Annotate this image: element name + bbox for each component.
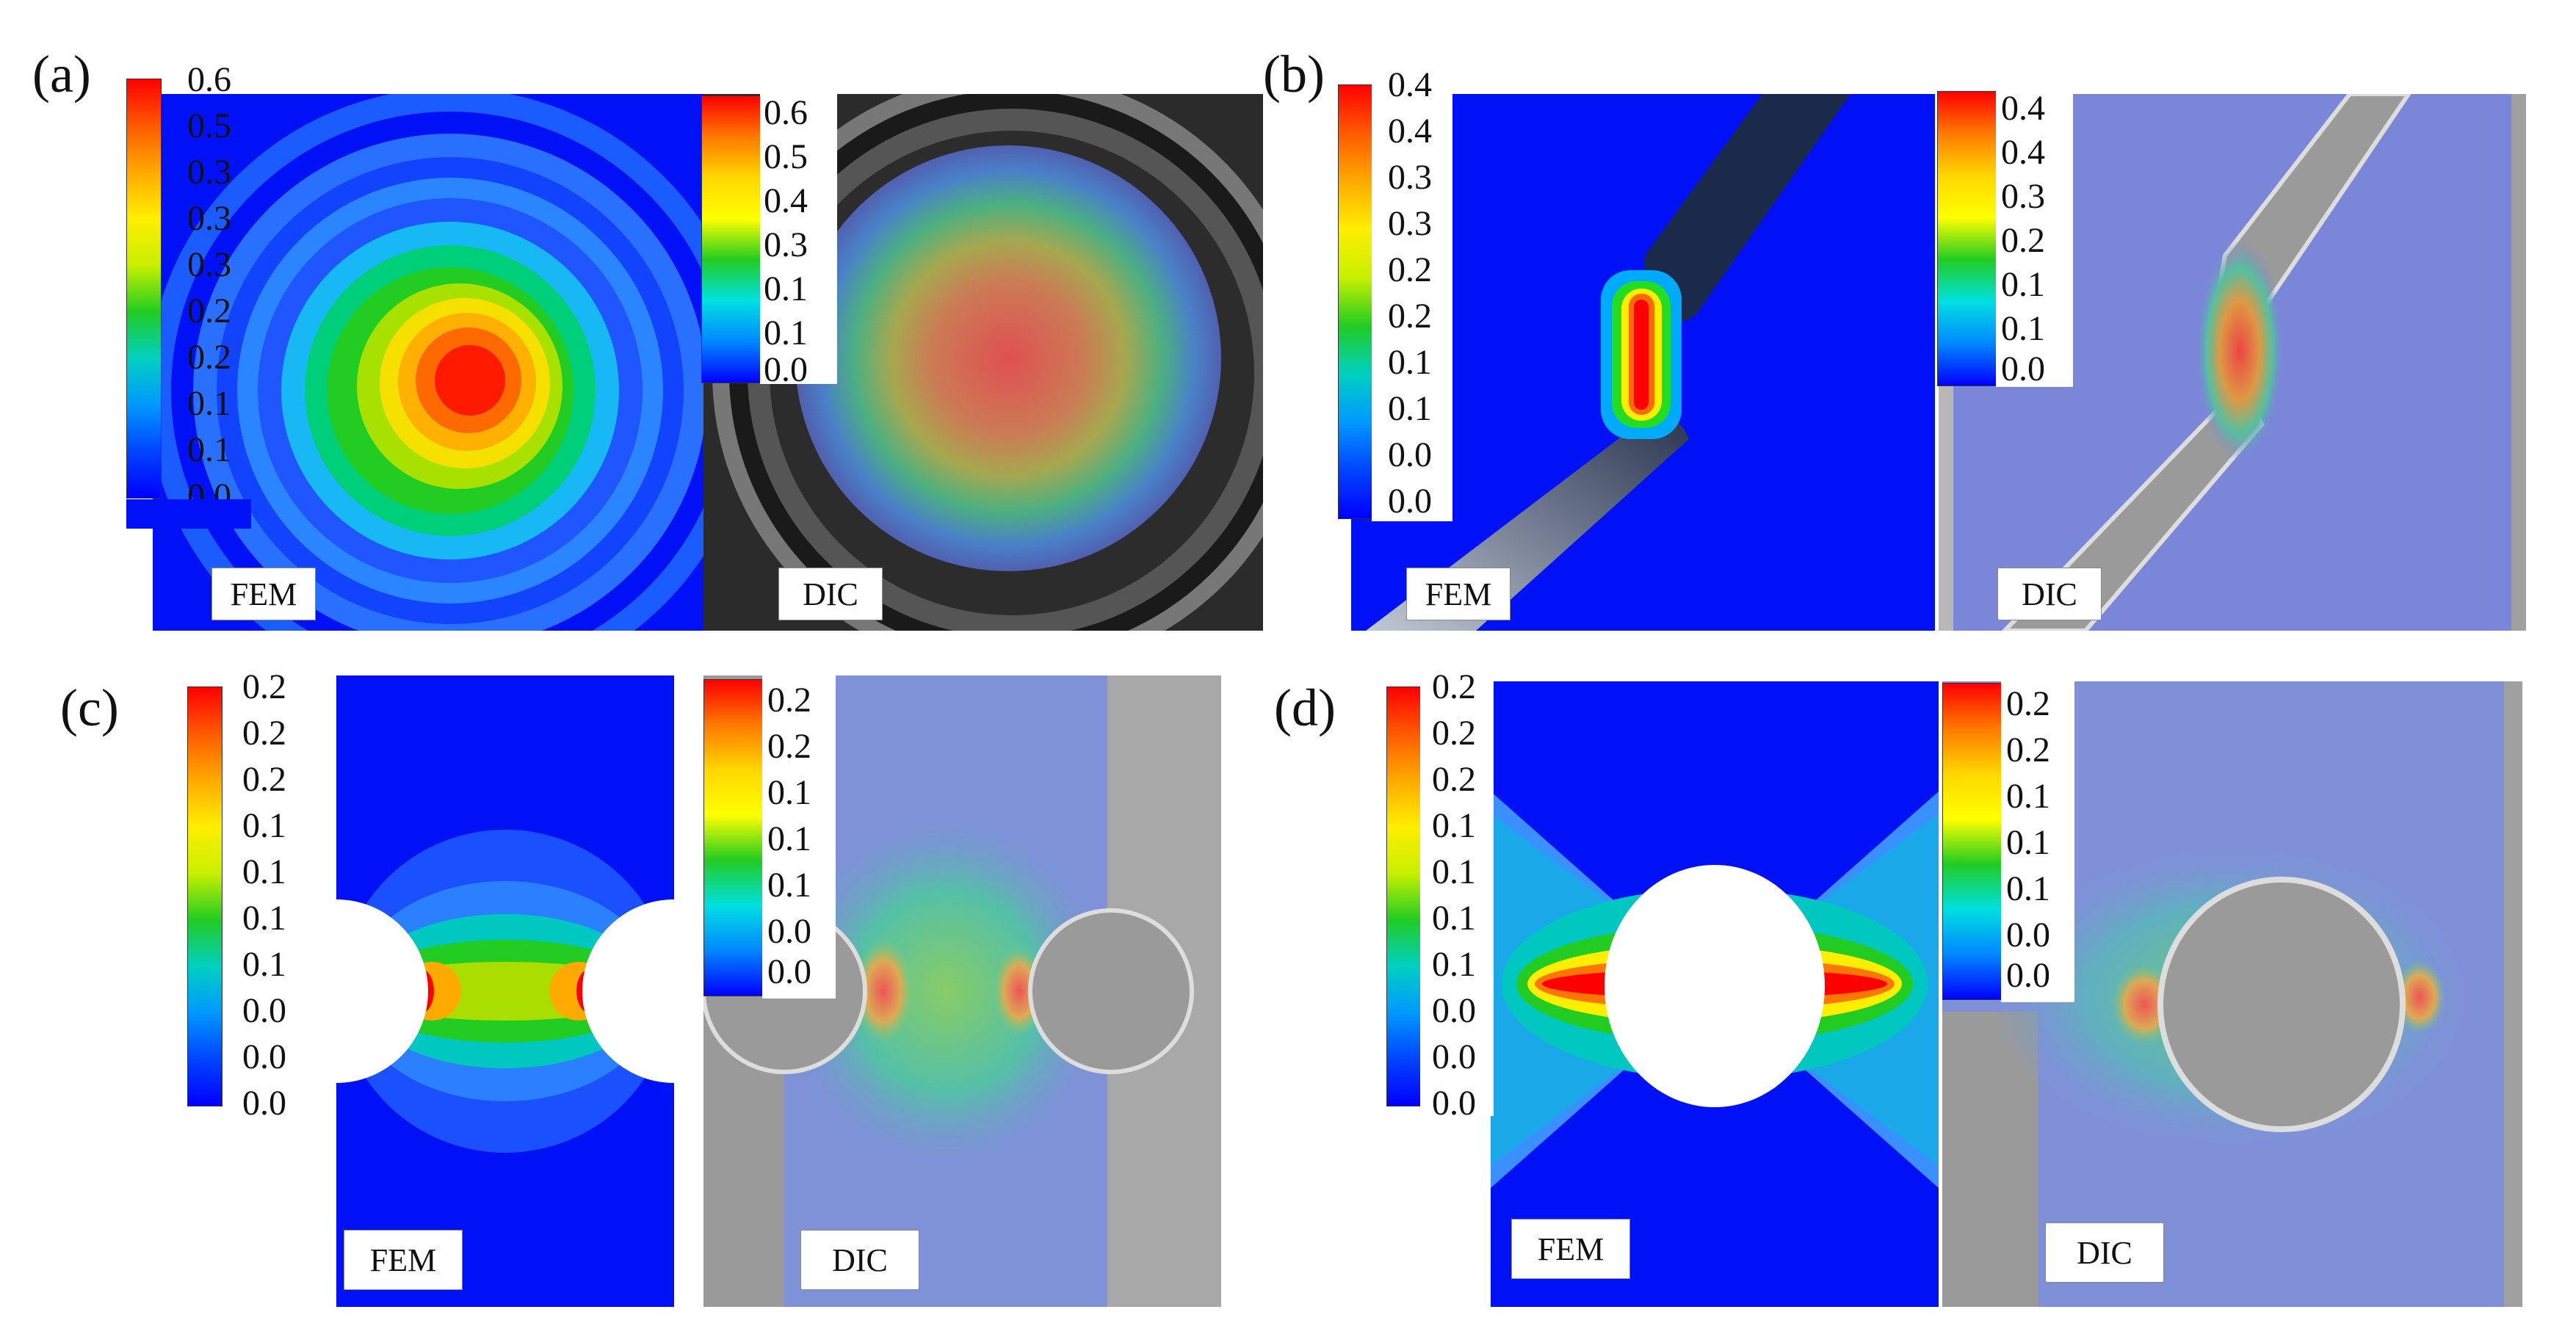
colorbar-dic-c (703, 679, 764, 996)
fem-tag-a: FEM (211, 568, 316, 620)
tick-label: 0.2 (767, 727, 811, 766)
colorbar-ticks-dic-d: 0.2 0.2 0.1 0.1 0.1 0.0 0.0 (2006, 686, 2076, 995)
tick-label: 0.2 (2006, 731, 2050, 769)
tick-label: 0.1 (1432, 899, 1476, 938)
colorbar-ticks-fem-b: 0.4 0.4 0.3 0.3 0.2 0.2 0.1 0.1 0.0 0.0 (1388, 68, 1461, 523)
colorbar-fem-d (1386, 686, 1422, 1106)
tick-label: 0.2 (1388, 250, 1432, 289)
tick-label: 0.2 (1432, 760, 1476, 799)
fem-tag-c: FEM (344, 1230, 463, 1290)
panel-label-a: (a) (32, 45, 91, 104)
tick-label: 0.1 (1388, 343, 1432, 382)
tick-label: 0.3 (1388, 204, 1432, 243)
tick-label: 0.2 (1432, 667, 1476, 706)
panel-label-c: (c) (60, 678, 119, 737)
tick-label: 0.0 (2001, 349, 2045, 388)
tick-label: 0.0 (2006, 956, 2050, 995)
fem-contour-a (153, 94, 703, 631)
colorbar-ticks-dic-b: 0.4 0.4 0.3 0.2 0.1 0.1 0.0 (2001, 89, 2074, 388)
tick-label: 0.2 (187, 338, 231, 377)
tick-label: 0.0 (1432, 1084, 1476, 1123)
tick-label: 0.1 (767, 773, 811, 812)
tick-label: 0.2 (1432, 714, 1476, 753)
colorbar-fem-c (187, 686, 222, 1106)
colorbar-ticks-dic-a: 0.6 0.5 0.4 0.3 0.1 0.1 0.0 (764, 93, 837, 388)
dic-tag-d: DIC (2045, 1222, 2164, 1283)
tick-label: 0.1 (1432, 806, 1476, 845)
dic-tag-a: DIC (778, 568, 883, 620)
tick-label: 0.0 (767, 952, 811, 991)
tick-label: 0.1 (2006, 777, 2050, 816)
tick-label: 0.0 (242, 1084, 286, 1123)
tick-label: 0.0 (242, 1037, 286, 1076)
tick-label: 0.4 (2001, 133, 2045, 172)
tick-label: 0.1 (764, 269, 808, 308)
tick-label: 0.2 (1388, 297, 1432, 336)
tick-label: 0.1 (242, 945, 286, 984)
tick-label: 0.5 (764, 137, 808, 176)
tick-label: 0.2 (242, 760, 286, 799)
colorbar-fem-b (1338, 84, 1373, 519)
tick-label: 0.1 (2006, 823, 2050, 862)
tick-label: 0.3 (1388, 158, 1432, 197)
tick-label: 0.2 (2001, 221, 2045, 260)
tick-label: 0.2 (2006, 684, 2050, 723)
tick-label: 0.4 (2001, 89, 2045, 128)
tick-label: 0.1 (242, 806, 286, 845)
fem-tag-d: FEM (1511, 1219, 1630, 1279)
colorbar-dic-d (1942, 683, 2002, 1000)
tick-label: 0.0 (767, 912, 811, 951)
panel-label-b: (b) (1263, 45, 1325, 104)
fem-tag-b: FEM (1406, 568, 1510, 620)
tick-label: 0.3 (187, 153, 231, 192)
tick-label: 0.1 (242, 899, 286, 938)
tick-label: 0.3 (187, 245, 231, 284)
tick-label: 0.2 (187, 291, 231, 330)
tick-label: 0.1 (1388, 389, 1432, 428)
fem-contour-d (1491, 681, 1939, 1307)
dic-tag-c: DIC (800, 1230, 919, 1290)
tick-label: 0.1 (767, 819, 811, 858)
tick-label: 0.4 (1388, 112, 1432, 151)
colorbar-ticks-fem-c: 0.2 0.2 0.2 0.1 0.1 0.1 0.1 0.0 0.0 0.0 (242, 670, 316, 1125)
tick-label: 0.6 (187, 60, 231, 99)
colorbar-dic-b (1937, 91, 1997, 386)
tick-label: 0.4 (764, 181, 808, 220)
tick-label: 0.5 (187, 106, 231, 145)
colorbar-dic-a (701, 95, 761, 383)
tick-label: 0.1 (187, 384, 231, 423)
panel-label-d: (d) (1274, 678, 1336, 737)
tick-label: 0.1 (187, 430, 231, 469)
fem-contour-c (336, 675, 674, 1307)
colorbar-fem-a (126, 79, 162, 499)
tick-label: 0.1 (767, 866, 811, 905)
tick-label: 0.1 (2006, 869, 2050, 908)
tick-label: 0.0 (1388, 435, 1432, 474)
tick-label: 0.1 (242, 852, 286, 891)
tick-label: 0.1 (2001, 309, 2045, 348)
tick-label: 0.0 (2006, 916, 2050, 954)
tick-label: 0.3 (764, 225, 808, 264)
tick-label: 0.0 (764, 350, 808, 389)
tick-label: 0.0 (1432, 991, 1476, 1030)
colorbar-ticks-fem-a: 0.6 0.5 0.3 0.3 0.3 0.2 0.2 0.1 0.1 0.0 (187, 62, 275, 518)
tick-label: 0.0 (1432, 1037, 1476, 1076)
tick-label: 0.2 (242, 667, 286, 706)
tick-label: 0.3 (187, 199, 231, 238)
tick-label: 0.4 (1388, 65, 1432, 104)
tick-label: 0.2 (242, 714, 286, 753)
tick-label: 0.3 (2001, 177, 2045, 216)
tick-label: 0.1 (764, 314, 808, 352)
tick-label: 0.2 (767, 681, 811, 720)
colorbar-ticks-dic-c: 0.2 0.2 0.1 0.1 0.1 0.0 0.0 (767, 683, 837, 991)
tick-label: 0.1 (1432, 852, 1476, 891)
tick-label: 0.1 (1432, 945, 1476, 984)
colorbar-ticks-fem-d: 0.2 0.2 0.2 0.1 0.1 0.1 0.1 0.0 0.0 0.0 (1432, 670, 1498, 1125)
dic-tag-b: DIC (1997, 568, 2102, 620)
tick-label: 0.0 (242, 991, 286, 1030)
tick-label: 0.1 (2001, 265, 2045, 304)
tick-label: 0.0 (1388, 482, 1432, 521)
tick-label: 0.6 (764, 93, 808, 132)
